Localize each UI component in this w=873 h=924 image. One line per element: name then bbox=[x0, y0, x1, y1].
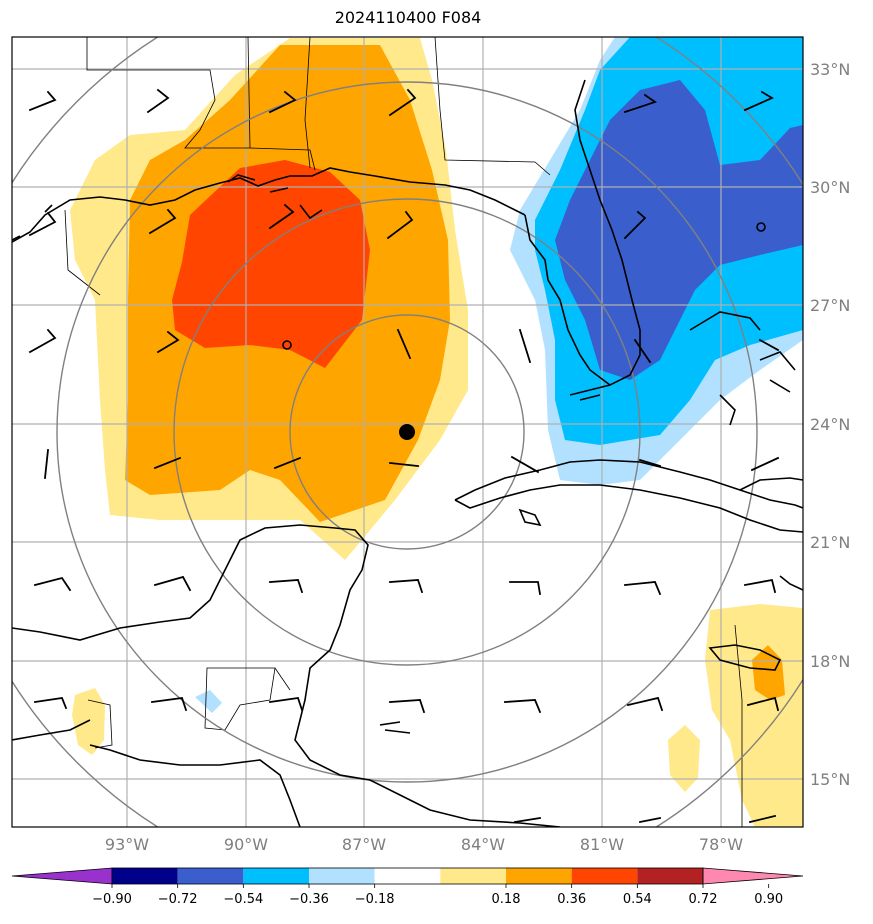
storm-center-marker bbox=[399, 424, 415, 440]
wind-barb bbox=[746, 696, 780, 712]
colorbar: −0.90 −0.72 −0.54 −0.36 −0.18 0.18 0.36 0.54 0.7… bbox=[11, 867, 804, 907]
colorbar-segment bbox=[506, 868, 572, 884]
wind-barb bbox=[268, 697, 304, 712]
wind-barb bbox=[153, 575, 192, 592]
wind-barb bbox=[626, 696, 664, 712]
wind-barb bbox=[273, 456, 302, 470]
wind-barb bbox=[386, 210, 414, 240]
map-frame bbox=[11, 36, 804, 828]
wind-barb bbox=[268, 90, 297, 114]
wind-barb bbox=[633, 338, 652, 364]
lon-label: 90°W bbox=[224, 835, 268, 854]
wind-barb bbox=[623, 210, 647, 240]
colorbar-segment bbox=[112, 868, 178, 884]
wind-barb bbox=[28, 90, 57, 112]
wind-barb bbox=[156, 330, 180, 354]
colorbar-tick-label: −0.54 bbox=[223, 892, 263, 907]
colorbar-segment bbox=[309, 868, 375, 884]
colorbar-extend-high bbox=[702, 867, 804, 885]
colorbar-tick-label: 0.36 bbox=[557, 892, 586, 907]
lat-label: 33°N bbox=[810, 60, 850, 79]
colorbar-segment bbox=[177, 868, 244, 884]
wind-barb bbox=[268, 203, 295, 230]
wind-barb bbox=[389, 699, 426, 714]
lat-label: 30°N bbox=[810, 178, 850, 197]
wind-barb bbox=[743, 578, 777, 594]
wind-barb bbox=[269, 579, 304, 594]
colorbar-tick-label: −0.72 bbox=[158, 892, 198, 907]
wind-barb bbox=[510, 455, 540, 474]
wind-barb bbox=[513, 816, 542, 824]
range-rings bbox=[12, 37, 803, 827]
positive-anomaly-red bbox=[172, 160, 370, 368]
positive-anomaly-caribbean-small bbox=[668, 725, 700, 792]
colorbar-tick-label: 0.72 bbox=[689, 892, 718, 907]
wind-barb bbox=[153, 456, 182, 470]
station-marker bbox=[282, 340, 292, 350]
wind-barb bbox=[623, 93, 657, 114]
wind-barb bbox=[743, 90, 774, 112]
lat-label: 24°N bbox=[810, 415, 850, 434]
colorbar-tick-label: 0.90 bbox=[754, 892, 783, 907]
wind-barb bbox=[389, 579, 424, 594]
lat-label: 21°N bbox=[810, 533, 850, 552]
wind-barb bbox=[388, 88, 417, 117]
wind-barb bbox=[396, 328, 412, 360]
wind-barb bbox=[148, 208, 177, 235]
colorbar-segment bbox=[243, 868, 309, 884]
wind-barbs bbox=[28, 88, 780, 824]
colorbar-segment bbox=[374, 868, 441, 884]
wind-barb bbox=[44, 449, 49, 479]
lat-label: 18°N bbox=[810, 652, 850, 671]
lon-label: 87°W bbox=[342, 835, 386, 854]
wind-barb bbox=[33, 697, 68, 710]
wind-barb bbox=[750, 456, 780, 472]
coastlines bbox=[12, 79, 803, 827]
lat-label: 27°N bbox=[810, 296, 850, 315]
colorbar-segment bbox=[440, 868, 506, 884]
wind-barb bbox=[509, 581, 542, 596]
negative-anomaly-belize-light bbox=[195, 690, 222, 713]
wind-barb bbox=[504, 699, 542, 714]
latitude-labels: 33°N 30°N 27°N 24°N 21°N 18°N 15°N bbox=[810, 60, 850, 789]
wind-barb bbox=[28, 211, 57, 237]
wind-barb bbox=[624, 581, 662, 596]
longitude-labels: 93°W 90°W 87°W 84°W 81°W 78°W bbox=[105, 835, 743, 854]
lon-label: 81°W bbox=[580, 835, 624, 854]
lon-label: 93°W bbox=[105, 835, 149, 854]
colorbar-extend-low bbox=[11, 867, 113, 885]
gridlines bbox=[12, 37, 803, 827]
colorbar-tick-label: −0.36 bbox=[289, 892, 329, 907]
colorbar-segment bbox=[571, 868, 638, 884]
wind-barb bbox=[150, 697, 188, 712]
station-marker bbox=[756, 222, 766, 232]
wind-barb bbox=[638, 816, 662, 824]
colorbar-segment bbox=[637, 868, 703, 884]
wind-barb bbox=[146, 88, 170, 114]
colorbar-tick-label: −0.18 bbox=[355, 892, 395, 907]
wind-barb bbox=[28, 328, 57, 354]
lon-label: 78°W bbox=[699, 835, 743, 854]
wind-barb bbox=[758, 338, 780, 352]
wind-barb bbox=[638, 458, 662, 468]
colorbar-frame bbox=[111, 867, 704, 885]
colorbar-tick-label: −0.90 bbox=[92, 892, 132, 907]
lat-label: 15°N bbox=[810, 770, 850, 789]
wind-barb bbox=[33, 576, 72, 592]
lon-label: 84°W bbox=[461, 835, 505, 854]
map-title: 2024110400 F084 bbox=[334, 8, 482, 27]
wind-barb bbox=[389, 462, 419, 467]
colorbar-tick-label: 0.54 bbox=[623, 892, 652, 907]
wind-barb bbox=[518, 328, 532, 364]
wind-barb bbox=[748, 814, 777, 824]
colorbar-tick-label: 0.18 bbox=[492, 892, 521, 907]
political-borders bbox=[64, 37, 743, 827]
